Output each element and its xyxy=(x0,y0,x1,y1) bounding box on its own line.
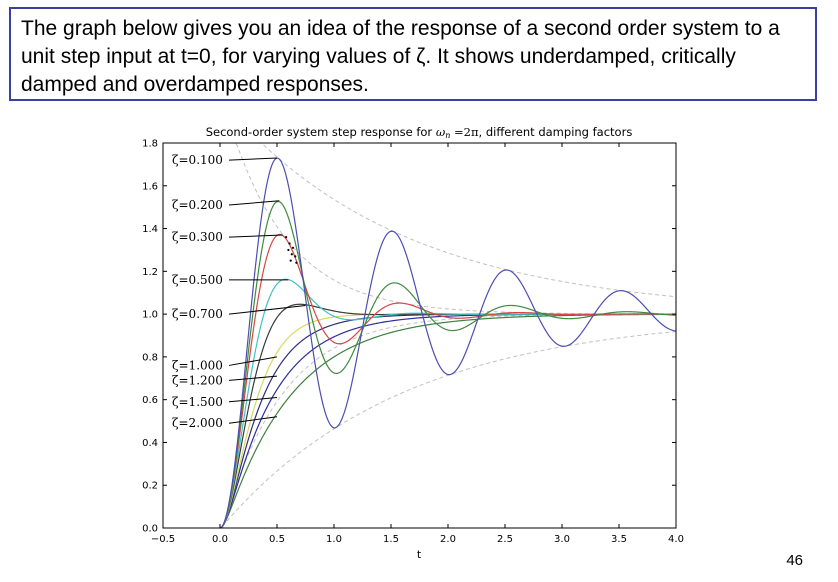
zeta-label: ζ=1.500 xyxy=(172,395,223,409)
chart-title-mid: =2π xyxy=(450,125,479,139)
zeta-label: ζ=0.100 xyxy=(172,153,223,167)
x-tick-label: 3.0 xyxy=(554,534,570,545)
x-tick-label: −0.5 xyxy=(151,534,175,545)
zeta-label: ζ=1.000 xyxy=(172,358,223,372)
leader-line xyxy=(228,397,278,403)
leader-line xyxy=(228,305,306,315)
x-tick-label: 2.5 xyxy=(497,534,513,545)
leader-line xyxy=(228,200,280,206)
zeta-label: ζ=0.500 xyxy=(172,273,223,287)
x-tick-label: 4.0 xyxy=(668,534,684,545)
zeta-label: ζ=1.200 xyxy=(172,373,223,387)
peak-marker xyxy=(288,242,291,245)
peak-marker xyxy=(289,259,292,262)
peak-marker xyxy=(294,255,297,258)
zeta-label: ζ=2.000 xyxy=(172,416,223,430)
x-tick-label: 3.5 xyxy=(611,534,627,545)
envelope-curve xyxy=(221,313,676,529)
leader-line xyxy=(228,234,283,238)
peak-marker xyxy=(291,246,295,249)
label-leader-lines xyxy=(228,157,306,424)
x-axis-ticks: −0.5 0.0 0.5 1.0 1.5 2.0 2.5 3.0 3.5 4.0 xyxy=(151,143,684,545)
chart-title-suffix: , different damping factors xyxy=(479,125,633,139)
plot-frame xyxy=(162,142,677,529)
response-curves xyxy=(219,157,677,529)
y-tick-label: 0.0 xyxy=(142,524,158,535)
chart-title-omega: ω xyxy=(436,125,446,139)
x-tick-label: 0.5 xyxy=(269,534,285,545)
y-tick-label: 1.2 xyxy=(142,267,158,278)
series-line xyxy=(219,157,677,529)
series-line xyxy=(219,200,677,529)
x-tick-label: 1.5 xyxy=(383,534,399,545)
leader-line xyxy=(228,375,278,381)
zeta-label: ζ=0.200 xyxy=(172,198,223,212)
intro-text: The graph below gives you an idea of the… xyxy=(21,17,780,96)
y-tick-label: 0.2 xyxy=(142,481,158,492)
y-tick-label: 0.8 xyxy=(142,352,158,363)
chart-title-prefix: Second-order system step response for xyxy=(206,125,436,139)
y-tick-label: 1.6 xyxy=(142,181,158,192)
envelope-curve xyxy=(222,142,677,298)
zeta-label: ζ=0.700 xyxy=(172,307,223,321)
x-tick-label: 1.0 xyxy=(326,534,342,545)
peak-marker xyxy=(295,261,298,264)
page-number: 46 xyxy=(786,552,803,569)
leader-line xyxy=(228,356,278,366)
x-axis-label: t xyxy=(417,548,422,561)
y-tick-label: 1.0 xyxy=(142,310,158,321)
peak-markers xyxy=(285,236,298,264)
x-tick-label: 0.0 xyxy=(212,534,228,545)
leader-line xyxy=(228,157,278,161)
leader-line xyxy=(228,416,278,424)
peak-marker xyxy=(285,236,288,239)
chart-title: Second-order system step response for ωn… xyxy=(206,125,633,140)
peak-marker xyxy=(290,253,293,256)
peak-marker xyxy=(287,248,290,252)
y-tick-label: 1.4 xyxy=(142,224,158,235)
chart-title-omega-sub: n xyxy=(445,131,450,140)
zeta-labels: ζ=0.100 ζ=0.200 ζ=0.300 ζ=0.500 ζ=0.700 ζ=1.0… xyxy=(172,153,223,430)
y-tick-label: 1.8 xyxy=(142,139,158,150)
y-tick-label: 0.4 xyxy=(142,438,158,449)
y-tick-label: 0.6 xyxy=(142,395,158,406)
y-axis-ticks: 0.0 0.2 0.4 0.6 0.8 1.0 1.2 1.4 1.6 1.8 xyxy=(142,139,676,535)
x-tick-label: 2.0 xyxy=(440,534,456,545)
intro-text-box: The graph below gives you an idea of the… xyxy=(9,7,817,101)
zeta-label: ζ=0.300 xyxy=(172,230,223,244)
